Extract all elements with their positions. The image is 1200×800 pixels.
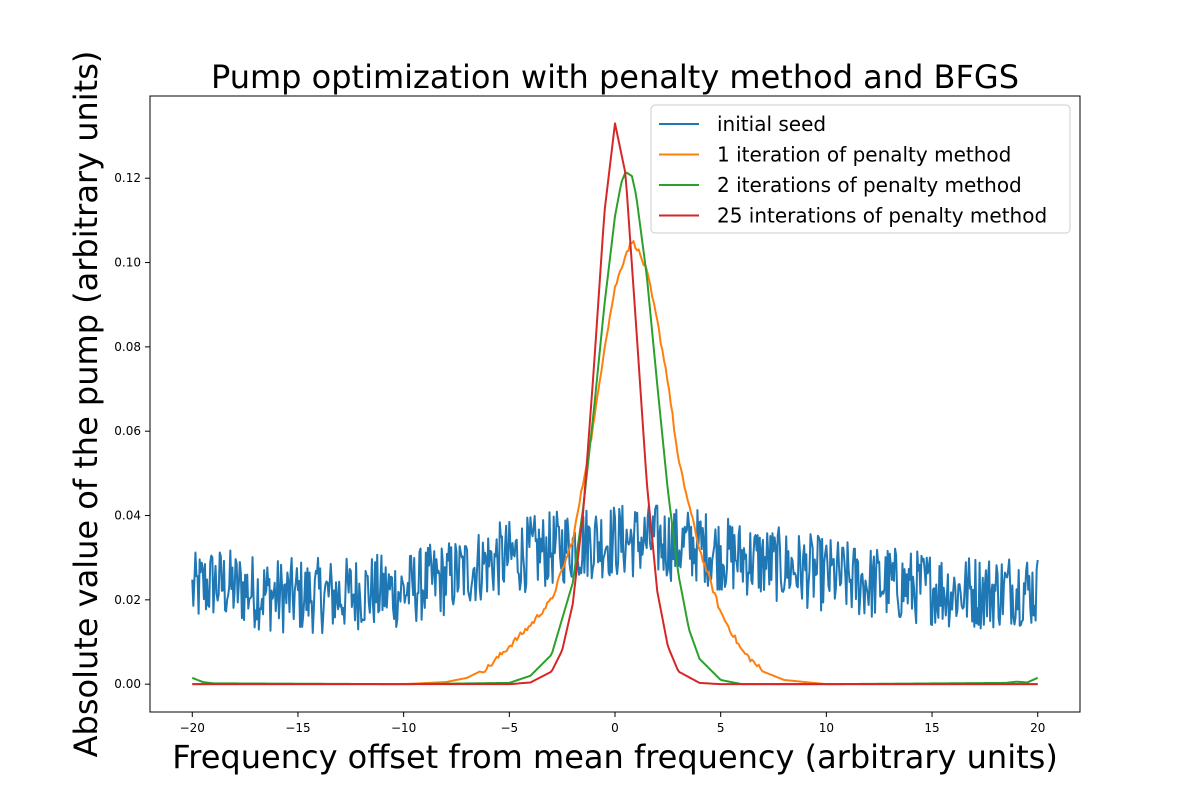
x-tick-label: 0 <box>611 721 619 735</box>
series-line-1 <box>191 504 1039 635</box>
legend-label: 1 iteration of penalty method <box>717 143 1011 167</box>
chart-title: Pump optimization with penalty method an… <box>211 58 1019 96</box>
legend-label: initial seed <box>717 112 826 136</box>
y-tick-label: 0.12 <box>114 171 141 185</box>
legend-label: 2 iterations of penalty method <box>717 173 1022 197</box>
legend-box <box>650 104 1071 234</box>
legend-label: 25 interations of penalty method <box>717 204 1047 228</box>
y-axis-label: Absolute value of the pump (arbitrary un… <box>67 51 105 758</box>
y-axis: 0.00 0.02 0.04 0.06 0.08 0.10 0.12 <box>114 171 150 691</box>
legend: initial seed 1 iteration of penalty metho… <box>650 104 1071 234</box>
x-axis-label: Frequency offset from mean frequency (ar… <box>172 738 1058 776</box>
y-tick-label: 0.08 <box>114 340 141 354</box>
y-tick-label: 0.10 <box>114 256 141 270</box>
x-tick-label: 15 <box>924 721 939 735</box>
y-tick-label: 0.04 <box>114 509 141 523</box>
x-tick-label: −20 <box>180 721 205 735</box>
y-tick-label: 0.06 <box>114 424 141 438</box>
x-tick-label: −5 <box>500 721 518 735</box>
y-tick-label: 0.02 <box>114 593 141 607</box>
x-tick-label: 10 <box>819 721 834 735</box>
x-tick-label: 20 <box>1030 721 1045 735</box>
x-tick-label: −15 <box>285 721 310 735</box>
x-axis: −20 −15 −10 −5 0 5 10 15 20 <box>180 712 1045 735</box>
x-tick-label: 5 <box>717 721 725 735</box>
x-tick-label: −10 <box>391 721 416 735</box>
series-layer <box>191 122 1039 686</box>
series-line-4 <box>192 122 1038 686</box>
y-tick-label: 0.00 <box>114 677 141 691</box>
